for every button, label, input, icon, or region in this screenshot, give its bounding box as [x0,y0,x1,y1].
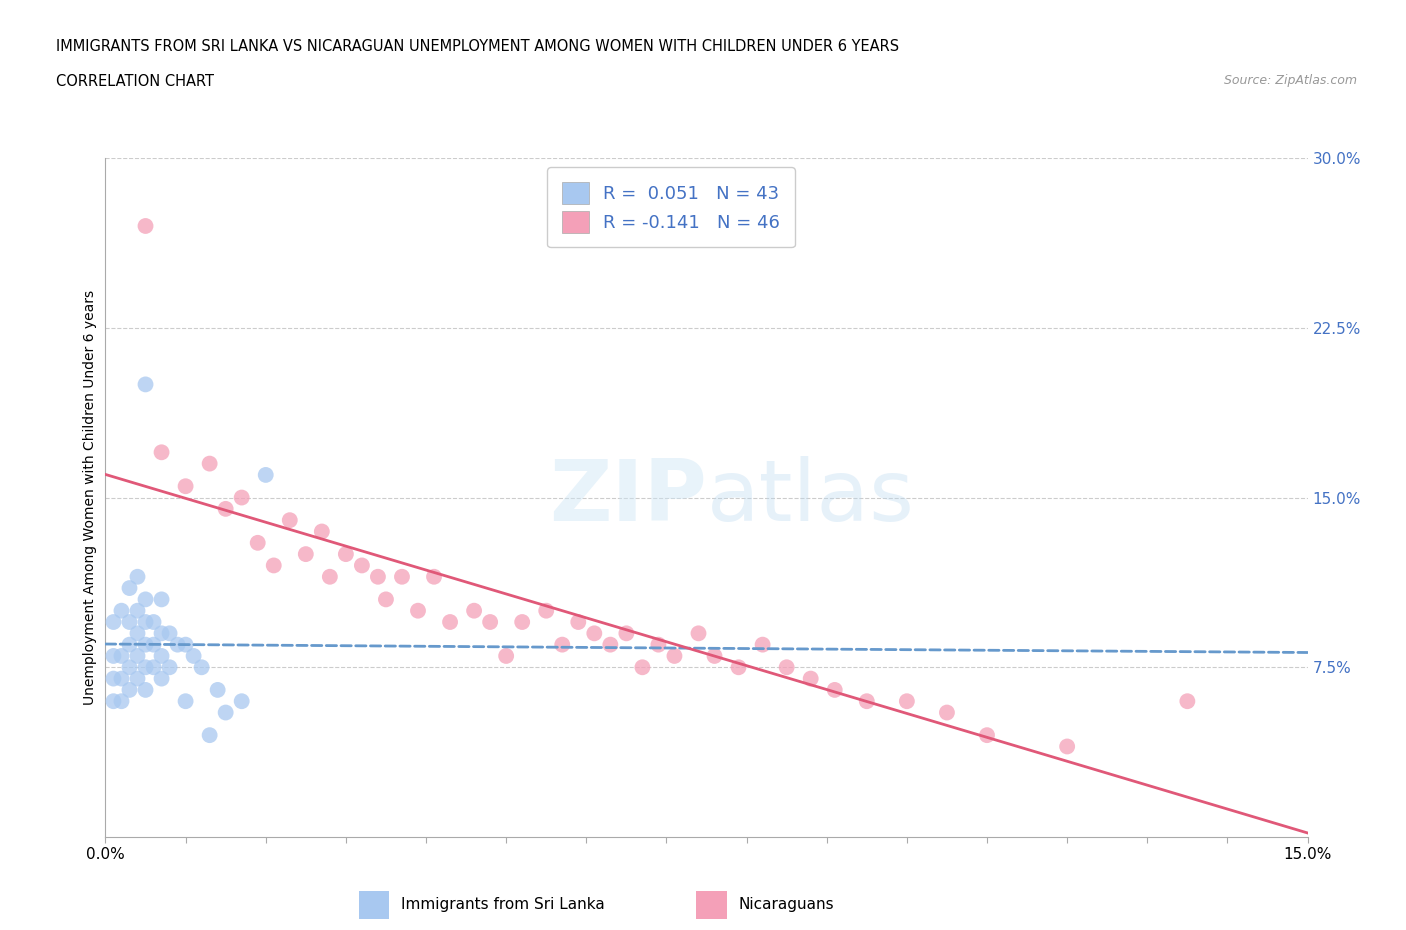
Point [110,648,132,663]
Text: IMMIGRANTS FROM SRI LANKA VS NICARAGUAN UNEMPLOYMENT AMONG WOMEN WITH CHILDREN U: IMMIGRANTS FROM SRI LANKA VS NICARAGUAN … [56,39,900,54]
Point [135,637,157,652]
Point [150,626,173,641]
Point [142,637,165,652]
Point [423,569,446,584]
Point [174,479,197,494]
Point [254,468,277,483]
Point [631,660,654,675]
Text: Nicaraguans: Nicaraguans [738,897,834,912]
Point [198,457,221,472]
Point [246,536,269,551]
Point [776,660,799,675]
Point [855,694,877,709]
Point [688,626,710,641]
Point [214,705,236,720]
Point [647,637,669,652]
Point [118,580,141,595]
Point [150,592,173,607]
Text: Immigrants from Sri Lanka: Immigrants from Sri Lanka [401,897,605,912]
Point [159,660,181,675]
Point [150,671,173,686]
Text: CORRELATION CHART: CORRELATION CHART [56,74,214,89]
Point [231,490,253,505]
Point [976,727,998,742]
Point [1056,739,1078,754]
Point [135,592,157,607]
Point [159,626,181,641]
Text: ZIP: ZIP [548,456,707,539]
Point [936,705,959,720]
Point [135,683,157,698]
Point [824,683,846,698]
Point [183,648,205,663]
Point [1177,694,1199,709]
Point [311,524,333,538]
Point [510,615,533,630]
Point [616,626,638,641]
Point [551,637,574,652]
Point [198,727,221,742]
Point [135,219,157,233]
Point [118,683,141,698]
Point [751,637,773,652]
Point [479,615,502,630]
Point [127,626,149,641]
Point [103,671,125,686]
Point [439,615,461,630]
Text: atlas: atlas [707,456,914,539]
Point [103,648,125,663]
Point [367,569,389,584]
Point [534,604,557,618]
Point [319,569,342,584]
Point [391,569,413,584]
Point [127,648,149,663]
Point [374,592,398,607]
Point [896,694,918,709]
Point [103,615,125,630]
Point [135,377,157,392]
Point [406,604,429,618]
Point [664,648,686,663]
Point [118,637,141,652]
Point [214,501,236,516]
Point [495,648,517,663]
Point [583,626,606,641]
Point [174,694,197,709]
Point [599,637,621,652]
Point [118,615,141,630]
Point [350,558,373,573]
Point [127,604,149,618]
Point [127,569,149,584]
Point [135,615,157,630]
Point [142,660,165,675]
Point [166,637,188,652]
Y-axis label: Unemployment Among Women with Children Under 6 years: Unemployment Among Women with Children U… [83,290,97,705]
Point [567,615,589,630]
Point [190,660,212,675]
Point [150,445,173,459]
Point [110,671,132,686]
Point [463,604,485,618]
Text: Source: ZipAtlas.com: Source: ZipAtlas.com [1223,74,1357,87]
Point [135,660,157,675]
Point [278,512,301,527]
Point [110,604,132,618]
Point [174,637,197,652]
Point [118,660,141,675]
Legend: R =  0.051   N = 43, R = -0.141   N = 46: R = 0.051 N = 43, R = -0.141 N = 46 [547,167,794,247]
Point [335,547,357,562]
Point [703,648,725,663]
Point [110,694,132,709]
Point [727,660,749,675]
Point [295,547,318,562]
Point [263,558,285,573]
Point [127,671,149,686]
Point [800,671,823,686]
Point [207,683,229,698]
Point [150,648,173,663]
Point [231,694,253,709]
Point [103,694,125,709]
Point [142,615,165,630]
